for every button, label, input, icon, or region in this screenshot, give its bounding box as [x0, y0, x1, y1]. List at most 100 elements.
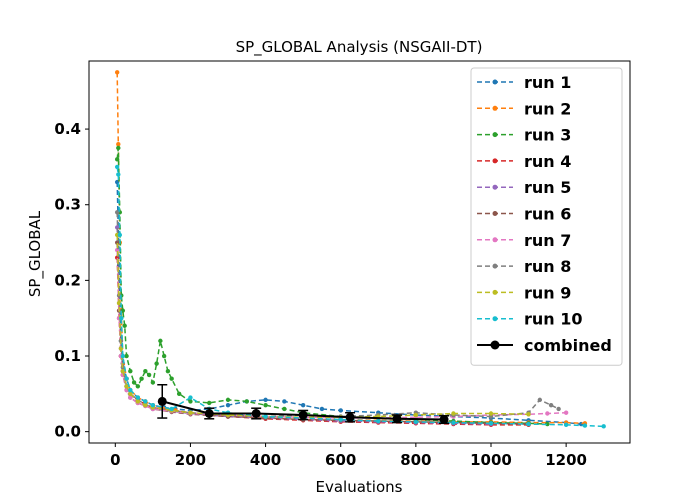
data-point	[165, 368, 171, 374]
legend-entry: run 4	[477, 152, 571, 171]
data-point	[124, 384, 129, 389]
legend-label: run 9	[524, 283, 571, 302]
legend-marker	[490, 340, 500, 350]
data-point	[124, 353, 129, 359]
legend-marker	[492, 211, 498, 216]
data-point	[169, 406, 174, 412]
legend-entry: run 3	[477, 126, 571, 145]
y-axis: 0.0 0.1 0.2 0.3 0.4	[54, 120, 89, 441]
data-point	[545, 411, 550, 416]
series-run-4	[114, 255, 531, 428]
data-point	[114, 210, 120, 215]
data-point	[116, 145, 121, 151]
x-tick-label: 0	[110, 451, 120, 469]
data-point	[244, 399, 249, 404]
data-point	[392, 414, 402, 424]
legend-marker	[492, 158, 498, 164]
series-combined	[157, 384, 450, 425]
series-line	[116, 227, 492, 425]
data-point	[376, 418, 381, 424]
data-point	[413, 412, 419, 418]
data-point	[188, 410, 193, 415]
data-point	[488, 411, 494, 416]
data-point	[120, 368, 126, 374]
series-line	[116, 250, 567, 419]
data-point	[282, 406, 287, 412]
data-point	[116, 172, 121, 177]
data-point	[169, 376, 174, 381]
legend-label: run 7	[524, 231, 571, 250]
legend-marker	[492, 263, 498, 269]
series-line	[116, 257, 529, 426]
legend-entry: run 2	[477, 99, 571, 118]
y-tick-label: 0.2	[54, 271, 81, 289]
data-point	[319, 406, 325, 412]
data-point	[114, 164, 120, 170]
data-point	[300, 402, 306, 408]
data-point	[128, 387, 133, 393]
legend-label: run 2	[524, 99, 571, 118]
data-point	[439, 415, 449, 425]
legend-box	[470, 67, 623, 366]
data-point	[451, 420, 456, 425]
data-point	[154, 361, 159, 366]
data-point	[128, 368, 133, 374]
legend-entry: run 6	[477, 205, 571, 224]
data-point	[204, 408, 214, 418]
data-point	[338, 417, 343, 422]
data-point	[526, 412, 531, 417]
data-point	[345, 412, 355, 422]
legend-label: run 5	[524, 178, 571, 197]
y-tick-label: 0.3	[54, 196, 81, 214]
y-tick-label: 0.4	[54, 120, 81, 138]
data-point	[263, 397, 268, 403]
data-point	[488, 421, 494, 426]
data-point	[161, 353, 167, 359]
data-point	[282, 399, 287, 404]
data-point	[225, 402, 231, 408]
y-tick-label: 0.0	[54, 423, 81, 441]
data-point	[135, 384, 141, 389]
data-point	[114, 157, 120, 162]
legend-entry: run 7	[477, 231, 571, 250]
plot-area	[88, 60, 631, 444]
data-point	[207, 400, 212, 406]
legend-entry: run 10	[477, 310, 583, 329]
legend-marker	[492, 316, 498, 322]
data-point	[488, 414, 494, 419]
x-tick-label: 400	[250, 451, 281, 469]
data-point	[563, 410, 569, 415]
series-line	[116, 234, 529, 419]
legend-label: combined	[524, 336, 612, 355]
data-point	[128, 391, 133, 397]
data-point	[119, 315, 124, 321]
legend-entry: run 5	[477, 178, 571, 197]
data-point	[176, 391, 182, 397]
legend-label: run 10	[524, 310, 583, 329]
data-point	[143, 368, 148, 374]
data-point	[114, 70, 120, 75]
y-axis-label: SP_GLOBAL	[26, 210, 45, 297]
series-line	[116, 147, 548, 425]
data-point	[225, 397, 231, 403]
data-point	[263, 414, 268, 419]
data-point	[548, 402, 554, 408]
data-point	[150, 402, 156, 408]
data-point	[116, 142, 121, 147]
data-point	[251, 408, 261, 418]
data-point	[451, 411, 456, 416]
data-point	[413, 419, 419, 425]
legend: run 1 run 2 run 3 run 4 run 5 run 6 run 7 run 8…	[470, 67, 623, 366]
series-run-6	[114, 240, 531, 427]
legend-marker	[492, 289, 498, 295]
x-tick-label: 800	[400, 451, 431, 469]
data-point	[146, 372, 152, 378]
data-point	[139, 376, 144, 381]
legend-marker	[492, 237, 498, 243]
data-point	[563, 422, 569, 428]
data-point	[116, 300, 122, 306]
legend-label: run 1	[524, 73, 571, 92]
legend-label: run 3	[524, 126, 571, 145]
data-point	[338, 408, 343, 413]
